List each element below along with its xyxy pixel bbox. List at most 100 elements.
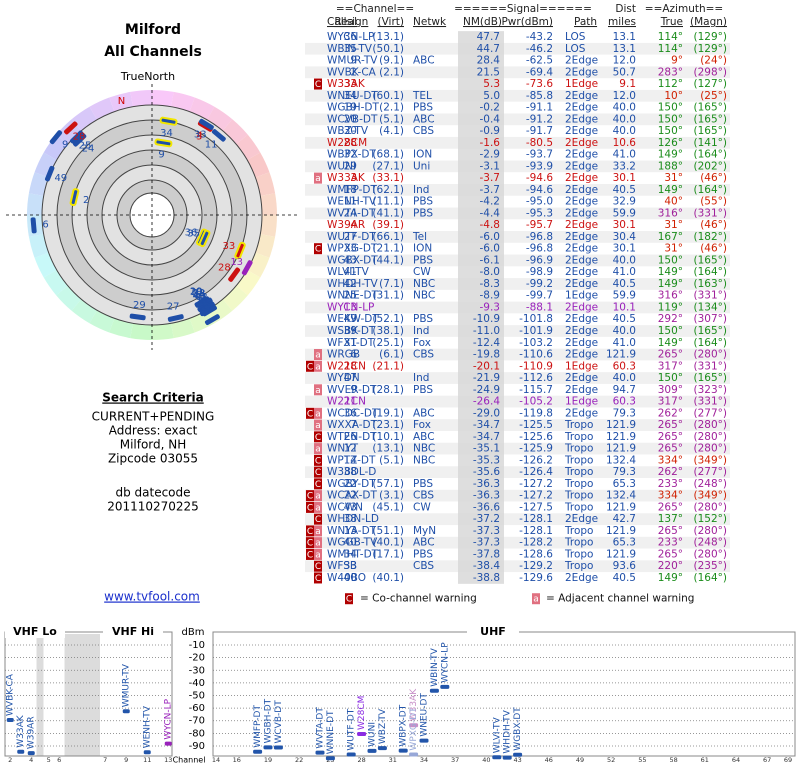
y-tick-label: -10	[189, 640, 205, 651]
station-channel: 43	[193, 291, 206, 302]
table-cell: 40	[344, 572, 357, 584]
table-cell: Ind	[413, 372, 429, 384]
table-cell: (33.1)	[372, 172, 404, 184]
row-stripe	[305, 160, 730, 173]
table-cell: Tropo	[564, 443, 593, 455]
table-cell: 19	[344, 102, 357, 114]
site-link[interactable]: www.tvfool.com	[104, 590, 200, 604]
table-cell: (280°)	[694, 419, 727, 431]
table-cell: 12	[344, 443, 357, 455]
co-channel-badge	[314, 454, 322, 466]
table-cell: 38	[344, 513, 357, 525]
vhf-panel	[4, 631, 173, 757]
badge-letter: a	[315, 527, 321, 537]
signal-marker	[253, 749, 263, 754]
table-cell: WHDH-TV	[327, 278, 378, 290]
station-marker	[159, 116, 178, 126]
table-cell: -99.7	[526, 290, 553, 302]
table-cell: 43	[344, 501, 357, 513]
table-cell: 28.4	[477, 55, 501, 67]
table-cell: 47.7	[477, 31, 500, 43]
station-channel: 33	[223, 241, 236, 252]
table-cell: (66.1)	[372, 231, 404, 243]
table-cell: 150°	[658, 254, 683, 266]
table-cell: (349°)	[694, 490, 727, 502]
row-stripe	[305, 442, 730, 455]
badge-letter: C	[307, 503, 313, 513]
table-cell: 3	[350, 172, 357, 184]
x-tick-label: 34	[420, 756, 428, 764]
table-cell: 33	[344, 560, 357, 572]
badge-letter: a	[315, 386, 321, 396]
table-cell: (280°)	[694, 525, 727, 537]
table-cell: (248°)	[694, 478, 727, 490]
table-cell: (4.1)	[379, 125, 404, 137]
x-tick-label: 16	[233, 756, 241, 764]
column-header: Pwr(dBm)	[501, 16, 553, 28]
table-cell: (55°)	[700, 196, 727, 208]
table-cell: 21.5	[477, 66, 500, 78]
table-cell: 13	[344, 525, 357, 537]
co-channel-badge	[306, 501, 314, 513]
station-label: WHDH-TV	[503, 709, 513, 753]
search-title: Search Criteria	[102, 391, 203, 405]
halo-segment	[28, 172, 49, 196]
table-cell: -91.2	[526, 113, 553, 125]
station-marker	[199, 118, 214, 130]
row-stripe	[305, 66, 730, 79]
row-stripe	[305, 184, 730, 196]
table-cell: 2Edge	[565, 572, 598, 584]
station-channel: 3	[196, 132, 202, 143]
signal-marker	[398, 748, 408, 753]
table-cell: 5.0	[483, 90, 500, 102]
table-cell: (164°)	[694, 266, 727, 278]
table-cell: -4.4	[480, 207, 501, 219]
station-channel: 47	[200, 304, 213, 315]
station-channel: 25	[79, 141, 92, 152]
table-cell: Tropo	[564, 454, 593, 466]
table-cell: WRGB	[327, 349, 360, 361]
badge-letter: C	[307, 362, 313, 372]
table-cell: -95.3	[526, 207, 553, 219]
halo-segment	[222, 285, 248, 311]
table-cell: 2Edge	[565, 149, 598, 161]
table-cell: -119.8	[519, 407, 553, 419]
table-cell: (164°)	[694, 184, 727, 196]
table-cell: (68.1)	[372, 149, 404, 161]
table-cell: W21CN	[327, 396, 366, 408]
table-cell: WSBK-DT	[327, 325, 376, 337]
table-cell: (165°)	[694, 125, 727, 137]
table-cell: Tropo	[564, 501, 593, 513]
table-cell: (52.1)	[372, 313, 404, 325]
x-tick-label: 4	[29, 756, 33, 764]
table-cell: -112.6	[519, 372, 553, 384]
adjacent-badge	[314, 419, 322, 431]
table-cell: Uni	[413, 160, 430, 172]
table-cell: 9.1	[619, 78, 636, 90]
table-cell: WBZ-TV	[327, 125, 369, 137]
table-cell: -128.1	[519, 525, 553, 537]
adjacent-badge	[314, 360, 322, 372]
table-cell: WHDN-LD	[327, 513, 379, 525]
table-cell: (164°)	[694, 337, 727, 349]
table-cell: 94.7	[613, 384, 636, 396]
table-cell: 2Edge	[565, 160, 598, 172]
table-cell: 188°	[658, 160, 683, 172]
station-label: WMUR-TV	[122, 663, 132, 707]
table-cell: 21	[344, 396, 357, 408]
x-tick-label: 28	[357, 756, 365, 764]
badge-letter: a	[315, 550, 321, 560]
table-cell: -128.2	[519, 537, 553, 549]
signal-marker	[409, 723, 419, 728]
table-cell: PBS	[413, 384, 433, 396]
table-cell: 121.9	[606, 419, 636, 431]
table-cell: 24	[344, 207, 358, 219]
table-cell: 60.3	[613, 360, 636, 372]
halo-segment	[189, 310, 215, 333]
table-cell: ABC	[413, 113, 435, 125]
band-label: UHF	[480, 625, 506, 638]
station-marker	[30, 217, 37, 234]
y-tick-label: -20	[189, 653, 205, 664]
table-cell: WYCN-LP	[327, 301, 374, 313]
